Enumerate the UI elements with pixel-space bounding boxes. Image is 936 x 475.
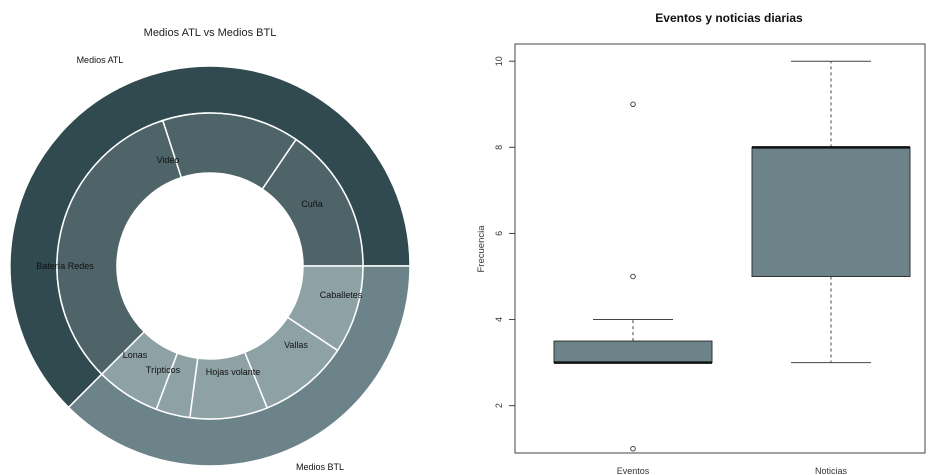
inner-label-hojas-volante: Hojas volante xyxy=(206,367,261,377)
inner-label-vallas: Vallas xyxy=(284,340,308,350)
inner-label-lonas: Lonas xyxy=(123,350,148,360)
box-noticias xyxy=(751,60,911,364)
inner-label-tripticos: Trípticos xyxy=(146,365,181,375)
donut-hole xyxy=(117,173,303,359)
x-axis-labels: Eventos Noticias xyxy=(617,466,848,475)
inner-label-bateria-redes: Batería Redes xyxy=(36,261,94,271)
iqr-box xyxy=(553,340,713,364)
outer-label-medios-atl: Medios ATL xyxy=(77,55,124,65)
outlier-point xyxy=(630,101,636,108)
y-axis-label: Frecuencia xyxy=(476,225,487,273)
y-tick-label: 4 xyxy=(494,317,504,322)
inner-label-caballetes: Caballetes xyxy=(320,290,363,300)
outlier-point xyxy=(630,273,636,280)
inner-slice-bateria-redes xyxy=(56,119,183,376)
y-tick-label: 10 xyxy=(494,56,504,66)
boxplot-title: Eventos y noticias diarias xyxy=(655,11,803,25)
inner-slice-caballetes xyxy=(286,265,364,352)
inner-label-video: Video xyxy=(157,155,180,165)
x-label-eventos: Eventos xyxy=(617,466,650,475)
donut-labels: Medios ATL Medios BTL Cuña Video Batería Red… xyxy=(36,55,363,472)
outlier-point xyxy=(630,445,636,452)
box-marks xyxy=(553,60,911,452)
donut-slices xyxy=(9,65,411,467)
inner-label-cuna: Cuña xyxy=(301,199,323,209)
donut-chart: Medios ATL vs Medios BTL Medios ATLMedio… xyxy=(9,27,411,472)
donut-title: Medios ATL vs Medios BTL xyxy=(144,27,277,39)
iqr-box xyxy=(751,146,911,277)
y-tick-label: 8 xyxy=(494,145,504,150)
plot-frame xyxy=(514,43,926,454)
outer-label-medios-btl: Medios BTL xyxy=(296,462,344,472)
x-label-noticias: Noticias xyxy=(815,466,848,475)
box-eventos xyxy=(553,101,713,452)
y-axis: 2 4 6 8 10 xyxy=(494,56,515,408)
y-tick-label: 6 xyxy=(494,231,504,236)
y-tick-label: 2 xyxy=(494,403,504,408)
boxplot-chart: Eventos y noticias diarias 2 4 6 8 10 Evento… xyxy=(476,11,926,475)
